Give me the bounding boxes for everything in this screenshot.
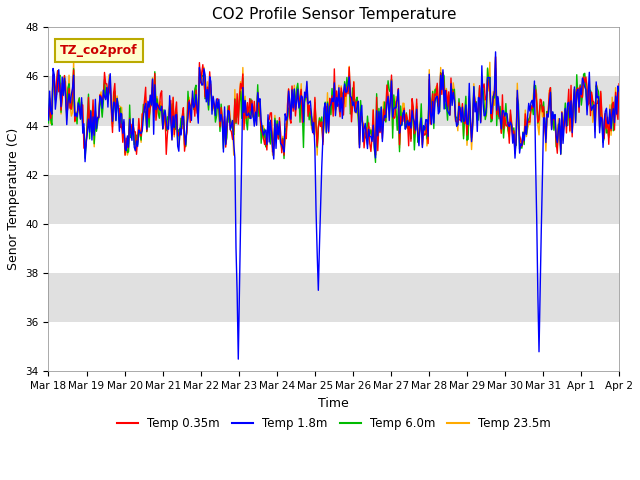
Text: TZ_co2prof: TZ_co2prof: [60, 45, 138, 58]
Title: CO2 Profile Sensor Temperature: CO2 Profile Sensor Temperature: [211, 7, 456, 22]
Legend: Temp 0.35m, Temp 1.8m, Temp 6.0m, Temp 23.5m: Temp 0.35m, Temp 1.8m, Temp 6.0m, Temp 2…: [112, 412, 556, 434]
Bar: [49, 273, 619, 322]
X-axis label: Time: Time: [318, 396, 349, 410]
Bar: [49, 175, 619, 224]
Y-axis label: Senor Temperature (C): Senor Temperature (C): [7, 128, 20, 271]
Bar: [49, 76, 619, 126]
